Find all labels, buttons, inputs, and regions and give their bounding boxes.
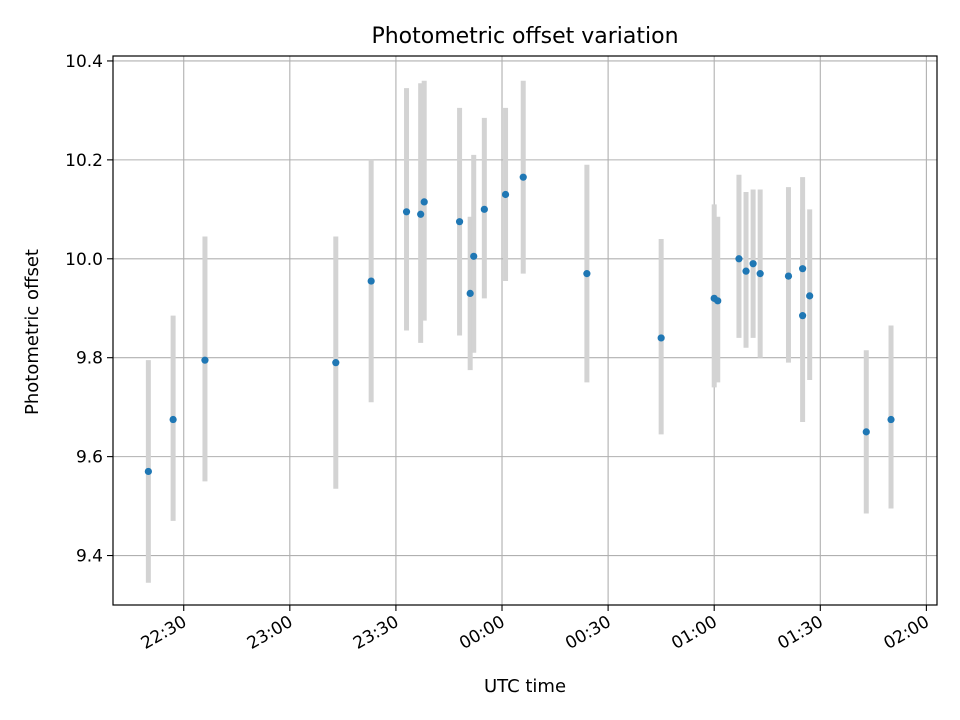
x-tick-label: 22:30: [138, 612, 190, 654]
y-tick-label: 9.4: [76, 547, 103, 567]
data-point: [470, 252, 478, 260]
x-tick-label: 23:00: [244, 612, 296, 654]
data-point: [466, 289, 474, 298]
x-axis-ticks: 22:30 23:00 23:30 00:00 00:30 01:00 01:30 02:00: [138, 605, 933, 654]
data-point: [862, 428, 870, 436]
plot-data: [144, 80, 895, 583]
data-point: [420, 198, 428, 206]
data-point: [799, 265, 807, 273]
chart-title: Photometric offset variation: [371, 24, 678, 49]
x-axis-label: UTC time: [484, 676, 566, 697]
data-point: [583, 270, 591, 278]
data-point: [799, 312, 807, 320]
y-tick-label: 9.6: [76, 448, 103, 468]
x-tick-label: 01:30: [774, 612, 826, 654]
data-point: [749, 260, 757, 268]
data-point: [367, 277, 375, 285]
data-point: [887, 415, 895, 424]
data-point: [806, 292, 814, 300]
data-point: [756, 270, 764, 278]
y-axis-label: Photometric offset: [22, 249, 43, 415]
y-tick-label: 9.8: [76, 349, 103, 369]
data-point: [735, 255, 743, 263]
data-point: [784, 272, 793, 280]
x-tick-label: 00:30: [562, 612, 614, 654]
data-point: [417, 210, 425, 218]
data-point: [402, 208, 411, 216]
data-point: [657, 334, 665, 342]
data-point: [201, 356, 209, 364]
data-point: [455, 218, 464, 226]
x-tick-label: 02:00: [880, 612, 932, 654]
data-point: [480, 205, 488, 213]
y-axis-ticks: 9.4 9.6 9.8 10.0 10.2 10.4: [65, 52, 113, 567]
y-tick-label: 10.0: [65, 250, 103, 270]
x-tick-label: 00:00: [456, 612, 508, 654]
x-tick-label: 23:30: [350, 612, 402, 654]
data-point: [714, 297, 722, 305]
x-tick-label: 01:00: [668, 612, 720, 654]
y-tick-label: 10.2: [65, 151, 103, 171]
data-point: [144, 467, 152, 476]
y-tick-label: 10.4: [65, 52, 103, 72]
data-point: [169, 415, 177, 424]
data-point: [742, 267, 750, 275]
data-point: [332, 359, 340, 367]
data-point: [519, 173, 527, 181]
plot-frame: [112, 55, 938, 606]
data-point: [501, 190, 510, 199]
